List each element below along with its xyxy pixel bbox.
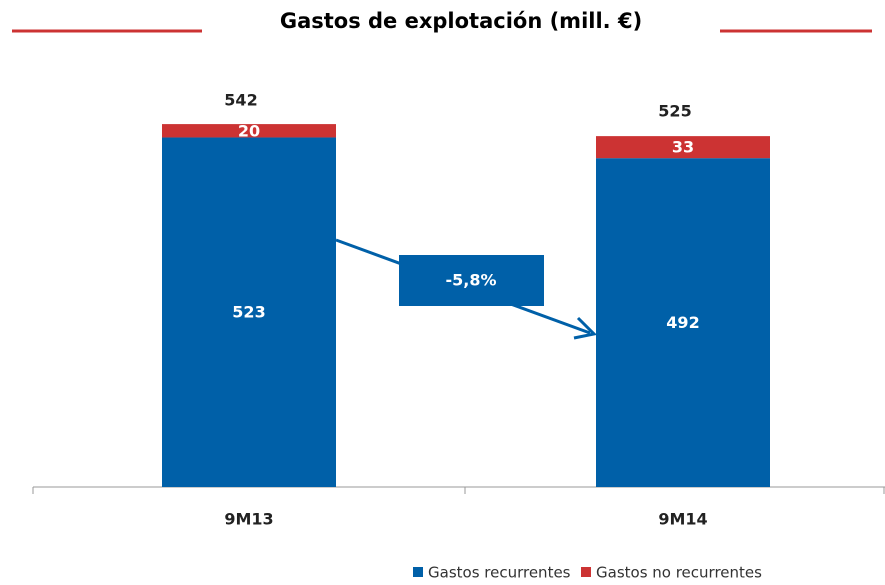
change-arrow: -5,8%: [335, 238, 598, 340]
bar-segment: [162, 124, 336, 138]
legend-label: Gastos no recurrentes: [596, 564, 762, 582]
annotation-box: [399, 255, 544, 306]
total-label: 542: [224, 90, 257, 109]
x-tick-label: 9M13: [224, 510, 273, 529]
legend-swatch: [413, 567, 423, 577]
data-label: 492: [666, 313, 699, 332]
annotation: -5,8%: [445, 271, 496, 290]
x-tick-label: 9M14: [658, 510, 707, 529]
legend-swatch: [581, 567, 591, 577]
arrow-head: [573, 316, 598, 340]
chart-title: Gastos de explotación (mill. €): [280, 9, 642, 33]
data-label: 20: [238, 121, 260, 140]
data-label: 33: [672, 138, 694, 157]
total-label: 525: [658, 102, 691, 121]
legend-label: Gastos recurrentes: [428, 564, 571, 582]
bar-segment: [596, 158, 770, 487]
bar-segment: [596, 136, 770, 159]
bar-segment: [162, 137, 336, 487]
data-label: 523: [232, 303, 265, 322]
